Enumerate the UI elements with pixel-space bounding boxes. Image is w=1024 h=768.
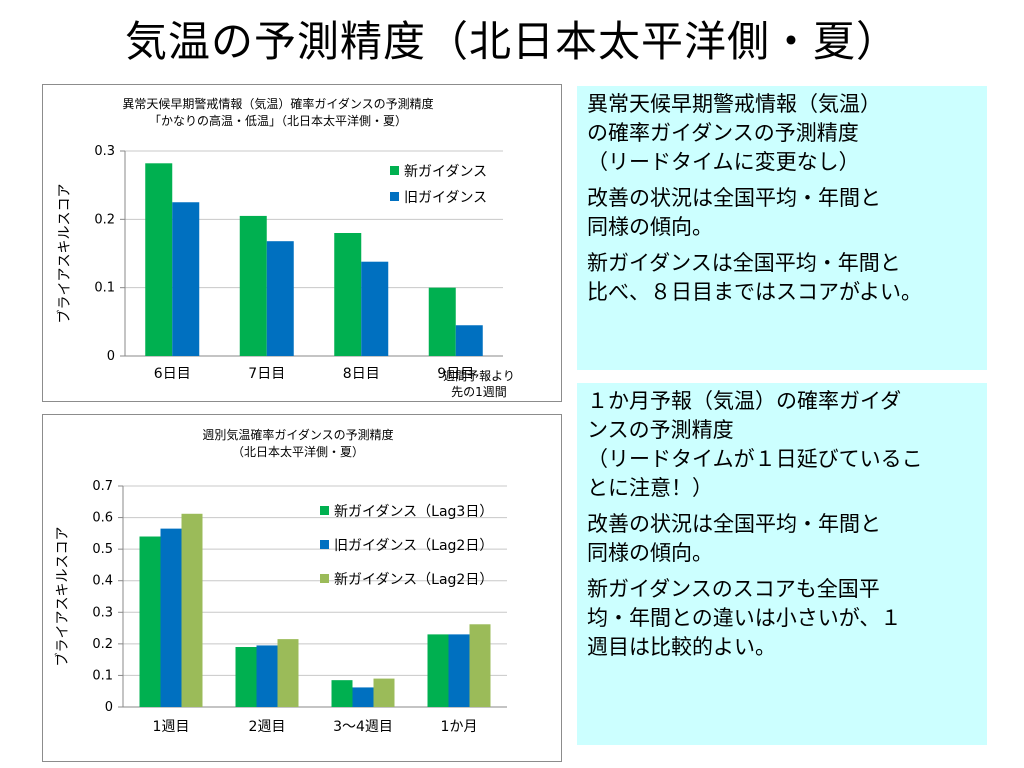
legend-swatch	[390, 166, 399, 175]
x-tick-label: 2週目	[249, 719, 286, 735]
commentary-panel-top: 異常天候早期警戒情報（気温） の確率ガイダンスの予測精度 （リードタイムに変更なし）…	[577, 86, 987, 370]
legend-swatch	[320, 506, 329, 515]
x-tick-label: 1週目	[153, 719, 190, 735]
y-tick-label: 0	[105, 700, 113, 715]
commentary-panel-bottom: １か月予報（気温）の確率ガイダ ンスの予測精度 （リードタイムが１日延びているこ とに…	[577, 383, 987, 745]
y-tick-label: 0.7	[92, 479, 113, 494]
commentary-line: 均・年間との違いは小さいが、１	[587, 606, 902, 630]
legend-swatch	[320, 540, 329, 549]
commentary-line: 異常天候早期警戒情報（気温）	[587, 92, 881, 116]
bar	[145, 163, 173, 356]
chart-title: 異常天候早期警戒情報（気温）確率ガイダンスの予測精度	[122, 96, 433, 111]
bar	[334, 233, 362, 356]
chart-weekly-guidance-svg: 週別気温確率ガイダンスの予測精度 （北日本太平洋側・夏） 0 0.1 0.2 0.3 0.4…	[54, 427, 507, 735]
x-tick-label: 9日目	[437, 366, 474, 382]
commentary-paragraph: 異常天候早期警戒情報（気温） の確率ガイダンスの予測精度 （リードタイムに変更なし）	[587, 90, 979, 177]
y-tick-label: 0.1	[94, 281, 115, 296]
y-tick-label: 0.5	[92, 542, 113, 557]
y-tick-label: 0.4	[92, 574, 113, 589]
chart-early-warning: 異常天候早期警戒情報（気温）確率ガイダンスの予測精度 「かなりの高温・低温」（北日…	[42, 84, 562, 402]
commentary-line: 新ガイダンスは全国平均・年間と	[587, 251, 901, 275]
commentary-line: （リードタイムに変更なし）	[587, 150, 860, 174]
x-tick-label: 1か月	[441, 719, 478, 735]
x-tick-label: 8日目	[343, 366, 380, 382]
bar	[469, 624, 491, 707]
commentary-paragraph: 新ガイダンスのスコアも全国平 均・年間との違いは小さいが、１ 週目は比較的よい。	[587, 575, 979, 662]
commentary-line: 同様の傾向。	[587, 541, 713, 565]
bar	[235, 647, 257, 707]
week-note-line: 週間予報より	[443, 369, 515, 383]
bar	[239, 215, 267, 356]
y-tick-label: 0.3	[94, 144, 115, 159]
bar	[160, 528, 182, 707]
legend-swatch	[320, 574, 329, 583]
chart-title: 「かなりの高温・低温」（北日本太平洋側・夏）	[149, 113, 407, 128]
bar	[448, 634, 470, 707]
commentary-line: の確率ガイダンスの予測精度	[587, 121, 859, 145]
legend-label: 旧ガイダンス	[404, 190, 487, 206]
x-tick-label: 6日目	[154, 366, 191, 382]
y-axis-label: ブライアスキルスコア	[56, 184, 73, 324]
chart-title: （北日本太平洋側・夏）	[232, 444, 364, 459]
bar	[256, 645, 278, 707]
commentary-line: とに注意！）	[587, 476, 713, 500]
page-title: 気温の予測精度（北日本太平洋側・夏）	[124, 17, 899, 66]
week-note-line: 先の1週間	[451, 385, 507, 399]
bar	[331, 680, 353, 707]
bar	[172, 202, 200, 356]
bar	[427, 634, 449, 707]
x-tick-label: 7日目	[248, 366, 285, 382]
chart-early-warning-svg: 異常天候早期警戒情報（気温）確率ガイダンスの予測精度「かなりの高温・低温」（北日…	[56, 96, 503, 382]
bar	[428, 287, 456, 356]
bar	[455, 325, 483, 356]
commentary-line: 週目は比較的よい。	[587, 635, 776, 659]
commentary-line: 改善の状況は全国平均・年間と	[587, 186, 881, 210]
commentary-line: 改善の状況は全国平均・年間と	[587, 512, 881, 536]
chart-weekly-guidance: 週別気温確率ガイダンスの予測精度 （北日本太平洋側・夏） 0 0.1 0.2 0.3 0.4…	[42, 414, 562, 762]
chart-title: 週別気温確率ガイダンスの予測精度	[202, 427, 393, 442]
commentary-paragraph: 新ガイダンスは全国平均・年間と 比べ、８日目まではスコアがよい。	[587, 249, 979, 307]
bar	[361, 261, 389, 356]
commentary-paragraph: 改善の状況は全国平均・年間と 同様の傾向。	[587, 510, 979, 568]
x-tick-label: 3～4週目	[333, 719, 393, 735]
bar	[139, 536, 161, 707]
y-tick-label: 0.2	[92, 637, 113, 652]
y-tick-label: 0.2	[94, 212, 115, 227]
commentary-line: 比べ、８日目まではスコアがよい。	[587, 280, 922, 304]
y-tick-label: 0.6	[92, 511, 113, 526]
legend-swatch	[390, 192, 399, 201]
commentary-paragraph: １か月予報（気温）の確率ガイダ ンスの予測精度 （リードタイムが１日延びているこ とに…	[587, 387, 979, 503]
bar	[266, 241, 294, 356]
bar	[181, 513, 203, 707]
bar	[277, 639, 299, 707]
commentary-line: ンスの予測精度	[587, 418, 734, 442]
commentary-line: 同様の傾向。	[587, 215, 713, 239]
legend-label: 旧ガイダンス（Lag2日）	[334, 538, 493, 554]
y-tick-label: 0.1	[92, 668, 113, 683]
commentary-paragraph: 改善の状況は全国平均・年間と 同様の傾向。	[587, 184, 979, 242]
commentary-line: １か月予報（気温）の確率ガイダ	[587, 389, 902, 413]
y-axis-label: ブライアスキルスコア	[54, 527, 71, 667]
legend-label: 新ガイダンス	[404, 164, 487, 180]
legend-label: 新ガイダンス（Lag3日）	[334, 504, 493, 520]
legend-label: 新ガイダンス（Lag2日）	[334, 572, 493, 588]
bar	[373, 678, 395, 707]
y-tick-label: 0	[107, 349, 115, 364]
week-note: 週間予報より 先の1週間	[419, 368, 539, 400]
commentary-line: 新ガイダンスのスコアも全国平	[587, 577, 880, 601]
bar	[352, 687, 374, 707]
y-tick-label: 0.3	[92, 605, 113, 620]
commentary-line: （リードタイムが１日延びているこ	[587, 447, 923, 471]
